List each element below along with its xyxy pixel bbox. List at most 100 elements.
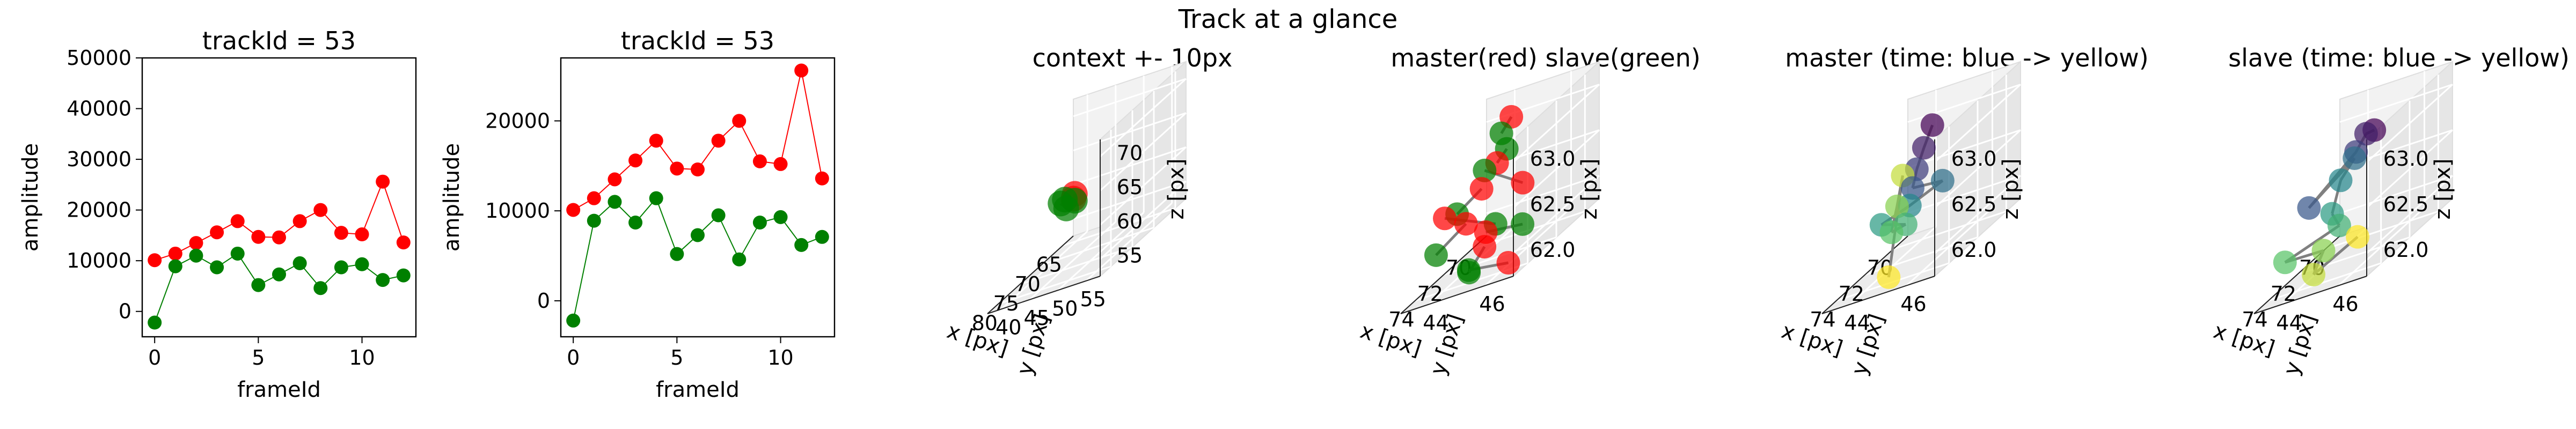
axes-frame	[560, 57, 836, 338]
z-tick-label: 62.0	[2383, 238, 2429, 262]
z-tick-label: 65	[1117, 175, 1143, 199]
grid-line	[1099, 146, 1187, 226]
slave-point	[732, 252, 747, 267]
grid-line	[1019, 246, 1133, 286]
y-tick-label: 10000	[485, 199, 550, 223]
time-point	[2297, 196, 2321, 220]
slave-point	[815, 230, 829, 244]
x-tick-label: 75	[993, 292, 1019, 315]
master-point	[334, 226, 348, 240]
grid-line	[1099, 78, 1187, 157]
y-tick-label: 44	[1423, 311, 1448, 335]
slave-point	[251, 278, 266, 292]
y-tick-label: 44	[2276, 311, 2302, 335]
master-point	[210, 225, 224, 240]
x-tick-label: 74	[1388, 308, 1414, 331]
series-master	[148, 174, 411, 268]
x-tick-label: 10	[767, 346, 793, 369]
series-slave	[566, 191, 829, 328]
slave-point	[376, 273, 390, 287]
grid-line	[1512, 84, 1600, 163]
grid-line	[1934, 129, 2022, 209]
scatter3d-panel-4: slave (time: blue -> yellow)707274444662…	[2211, 43, 2570, 378]
z-tick-label: 63.0	[1951, 147, 1997, 171]
grid-line	[1062, 207, 1176, 247]
slave-point	[230, 246, 245, 261]
grid-line	[1486, 175, 1600, 214]
grid-line	[2338, 207, 2425, 286]
master-point	[1469, 177, 1494, 201]
master-point	[376, 174, 390, 189]
grid-line	[1512, 175, 1600, 254]
slave-point	[292, 256, 307, 270]
slave-point	[1424, 243, 1448, 267]
line-chart-2: trackId = 53 0 5 10 0 10000 20000 frameId amplit…	[440, 26, 836, 402]
z-tick-label: 62.0	[1951, 238, 1997, 262]
grid-line	[1099, 181, 1187, 260]
grid-line	[1934, 84, 2022, 163]
slave-point	[587, 213, 601, 228]
master-point	[566, 203, 581, 217]
z-tick-label: 62.0	[1530, 238, 1576, 262]
z-tick-label: 60	[1117, 210, 1143, 233]
figure-suptitle: Track at a glance	[1178, 4, 1398, 34]
master-point	[815, 171, 829, 186]
y-axis-label: amplitude	[18, 143, 43, 252]
time-point	[1885, 194, 1909, 218]
time-point	[2311, 239, 2336, 263]
time-point	[2343, 146, 2367, 170]
z-axis-label: z [px]	[1577, 159, 1602, 220]
x-tick-label: 80	[972, 311, 998, 335]
slave-point	[794, 238, 809, 252]
y-tick-label: 40	[996, 316, 1021, 339]
master-point	[1454, 212, 1478, 236]
master-point	[628, 153, 643, 168]
grid-line	[2339, 175, 2453, 214]
grid-line	[1484, 207, 1572, 286]
y-tick-label: 46	[1900, 292, 1926, 316]
time-point	[2327, 213, 2351, 238]
grid-line	[1001, 231, 1088, 310]
time-point	[1879, 220, 1904, 245]
x-axis-line	[1400, 235, 1487, 314]
master-point	[649, 134, 663, 148]
grid-line	[1512, 129, 1600, 209]
chart-title: master(red) slave(green)	[1391, 43, 1700, 72]
x-tick-label: 65	[1036, 253, 1062, 277]
y-tick-label: 0	[119, 300, 131, 323]
time-point	[1912, 136, 1936, 160]
slave-point	[334, 260, 348, 275]
master-point	[711, 134, 726, 148]
x-axis-line	[987, 235, 1074, 314]
line-chart-1: trackId = 53 0 5 10 0 10000 20000 30000 40000 500…	[18, 26, 417, 402]
master-point	[1511, 171, 1535, 195]
z-axis-label: z [px]	[1999, 159, 2023, 220]
time-point	[2273, 250, 2297, 275]
master-point	[670, 161, 684, 176]
master-point	[396, 235, 411, 250]
x-tick-label: 5	[670, 346, 683, 369]
slave-point	[752, 215, 767, 230]
time-point	[1930, 168, 1955, 193]
y-tick-label: 45	[1024, 306, 1050, 330]
master-point	[608, 172, 622, 187]
master-point	[1433, 206, 1457, 231]
slave-point	[189, 248, 203, 263]
slave-point	[396, 268, 411, 283]
master-point	[355, 227, 369, 242]
slave-point	[649, 191, 663, 205]
y-tick-label: 0	[537, 289, 550, 313]
master-point	[251, 230, 266, 244]
master-point	[732, 114, 747, 128]
slave-point	[1511, 212, 1535, 236]
grid-line	[2339, 84, 2453, 123]
time-point	[1900, 176, 1924, 200]
master-point	[752, 154, 767, 168]
y-tick-label: 50000	[67, 46, 131, 70]
x-tick-label: 74	[2242, 308, 2267, 331]
master-point	[189, 236, 203, 250]
master-point	[1496, 251, 1520, 275]
z-axis-label: z [px]	[1164, 159, 1189, 220]
